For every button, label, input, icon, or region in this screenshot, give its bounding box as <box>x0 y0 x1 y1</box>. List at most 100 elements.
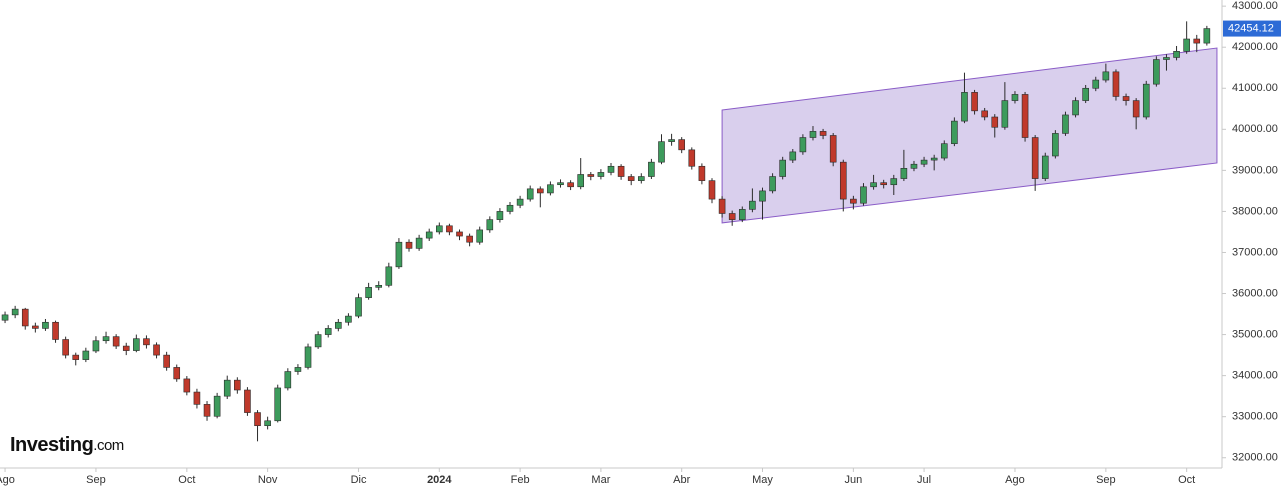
candle <box>1092 76 1100 92</box>
candle <box>688 147 696 170</box>
watermark-brand: Investing <box>10 434 93 456</box>
candle-body <box>991 116 999 128</box>
candle <box>718 196 726 218</box>
candle <box>193 388 201 409</box>
candle-body <box>1132 100 1140 118</box>
candle <box>678 137 685 154</box>
candle-body <box>648 161 655 177</box>
candle-body <box>476 229 484 243</box>
candle-body <box>557 182 564 186</box>
candle-body <box>1062 114 1069 134</box>
candle <box>971 89 978 115</box>
y-tick-label: 33000.00 <box>1232 411 1278 423</box>
candle-body <box>203 404 211 417</box>
candle-body <box>537 188 544 194</box>
candle-body <box>1 314 9 321</box>
candle <box>637 173 645 184</box>
candle <box>304 343 312 370</box>
candle <box>769 173 776 194</box>
candle <box>516 195 524 209</box>
candle <box>415 234 423 251</box>
candle <box>728 210 736 226</box>
candle-body <box>526 188 534 200</box>
candle <box>375 281 383 291</box>
candle <box>1021 91 1029 142</box>
candle <box>607 162 615 176</box>
candle <box>759 187 766 220</box>
y-tick-label: 42000.00 <box>1232 41 1278 53</box>
candle <box>829 133 837 167</box>
candle <box>1173 45 1180 61</box>
last-price-box <box>1223 20 1281 37</box>
candle <box>900 149 908 182</box>
candle <box>143 335 150 349</box>
candle <box>52 320 59 343</box>
candle-body <box>799 137 807 153</box>
candle-body <box>961 92 968 122</box>
candle-body <box>708 180 716 200</box>
x-tick-label: Mar <box>591 474 610 486</box>
candle-body <box>819 131 827 136</box>
candle-body <box>143 338 150 346</box>
candle <box>1203 25 1211 46</box>
candle <box>274 384 282 423</box>
y-tick-label: 43000.00 <box>1232 0 1278 12</box>
candle-body <box>658 141 665 163</box>
candle-body <box>587 174 595 177</box>
x-tick-label: Oct <box>1178 474 1195 486</box>
candle-body <box>62 339 69 356</box>
candle-body <box>314 334 322 348</box>
candle <box>234 377 241 394</box>
candle <box>486 216 494 233</box>
candle-body <box>607 165 615 173</box>
candle <box>537 186 544 208</box>
candle-body <box>234 379 241 391</box>
candle-body <box>769 176 776 192</box>
candle <box>920 156 928 168</box>
candle-body <box>1112 71 1120 97</box>
candle-body <box>940 143 948 159</box>
candle-body <box>456 231 463 237</box>
candle-body <box>910 163 918 169</box>
candle-body <box>738 209 746 220</box>
candle-body <box>345 315 352 323</box>
x-tick-label: Ago <box>0 474 15 486</box>
candle-body <box>122 345 130 351</box>
candle <box>577 158 585 190</box>
candle <box>991 114 999 138</box>
candle <box>213 392 221 419</box>
candle-body <box>1092 79 1100 89</box>
candle-body <box>355 297 362 317</box>
candle <box>1041 152 1049 182</box>
y-tick-label: 32000.00 <box>1232 452 1278 464</box>
candle <box>244 387 251 416</box>
candle-body <box>335 321 342 329</box>
candle-body <box>971 92 978 112</box>
candle-body <box>375 285 383 288</box>
candle <box>203 401 211 421</box>
candle-body <box>466 235 473 243</box>
candle-body <box>547 184 554 194</box>
y-tick-label: 40000.00 <box>1232 123 1278 135</box>
candle-body <box>809 131 817 138</box>
candle-body <box>728 213 736 220</box>
candle-body <box>436 225 443 233</box>
candle <box>850 195 857 210</box>
candle-body <box>415 237 423 249</box>
x-tick-label: Jul <box>917 474 931 486</box>
x-tick-label: Dic <box>351 474 367 486</box>
candle <box>779 156 786 180</box>
candle-body <box>133 338 140 351</box>
candle <box>446 223 453 236</box>
candle <box>961 72 968 124</box>
candle-body <box>789 151 797 161</box>
candle-body <box>920 159 928 165</box>
candle <box>496 208 504 223</box>
candle <box>133 334 140 353</box>
candle <box>223 375 231 400</box>
candle-body <box>880 182 887 186</box>
candle-body <box>52 321 59 340</box>
y-tick-label: 39000.00 <box>1232 164 1278 176</box>
candle <box>355 293 362 319</box>
